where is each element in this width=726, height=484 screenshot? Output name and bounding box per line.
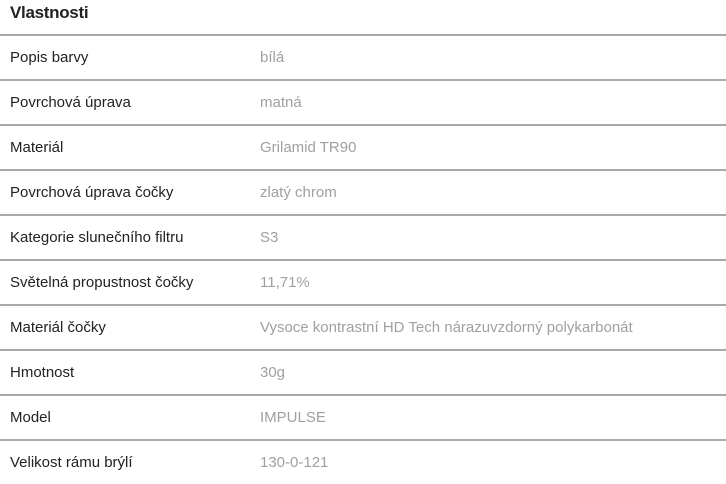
property-value: S3 <box>260 229 279 246</box>
property-value: matná <box>260 94 302 111</box>
property-label: Materiál <box>10 139 64 156</box>
property-label: Povrchová úprava <box>10 94 131 111</box>
property-value: bílá <box>260 49 285 66</box>
property-row: Velikost rámu brýlí 130-0-121 <box>0 439 726 484</box>
property-row: Hmotnost 30g <box>0 349 726 394</box>
property-value: 130-0-121 <box>260 454 329 471</box>
property-row: Povrchová úprava čočky zlatý chrom <box>0 169 726 214</box>
property-row: Model IMPULSE <box>0 394 726 439</box>
property-value: IMPULSE <box>260 409 326 426</box>
property-label: Hmotnost <box>10 364 75 381</box>
property-label: Model <box>10 409 51 426</box>
property-row: Světelná propustnost čočky 11,71% <box>0 259 726 304</box>
properties-table: Popis barvy bílá Povrchová úprava matná Mate… <box>0 34 726 484</box>
property-label: Velikost rámu brýlí <box>10 454 133 471</box>
property-row: Materiál Grilamid TR90 <box>0 124 726 169</box>
property-row: Povrchová úprava matná <box>0 79 726 124</box>
property-value: zlatý chrom <box>260 184 337 201</box>
property-value: 11,71% <box>260 274 310 291</box>
property-row: Materiál čočky Vysoce kontrastní HD Tech … <box>0 304 726 349</box>
property-label: Povrchová úprava čočky <box>10 184 174 201</box>
property-value: 30g <box>260 364 286 381</box>
property-label: Kategorie slunečního filtru <box>10 229 184 246</box>
property-row: Popis barvy bílá <box>0 34 726 79</box>
property-label: Světelná propustnost čočky <box>10 274 194 291</box>
property-label: Materiál čočky <box>10 319 106 336</box>
property-value: Vysoce kontrastní HD Tech nárazuvzdorný … <box>260 319 633 336</box>
property-label: Popis barvy <box>10 49 89 66</box>
property-row: Kategorie slunečního filtru S3 <box>0 214 726 259</box>
property-value: Grilamid TR90 <box>260 139 357 156</box>
section-title: Vlastnosti <box>10 3 89 22</box>
